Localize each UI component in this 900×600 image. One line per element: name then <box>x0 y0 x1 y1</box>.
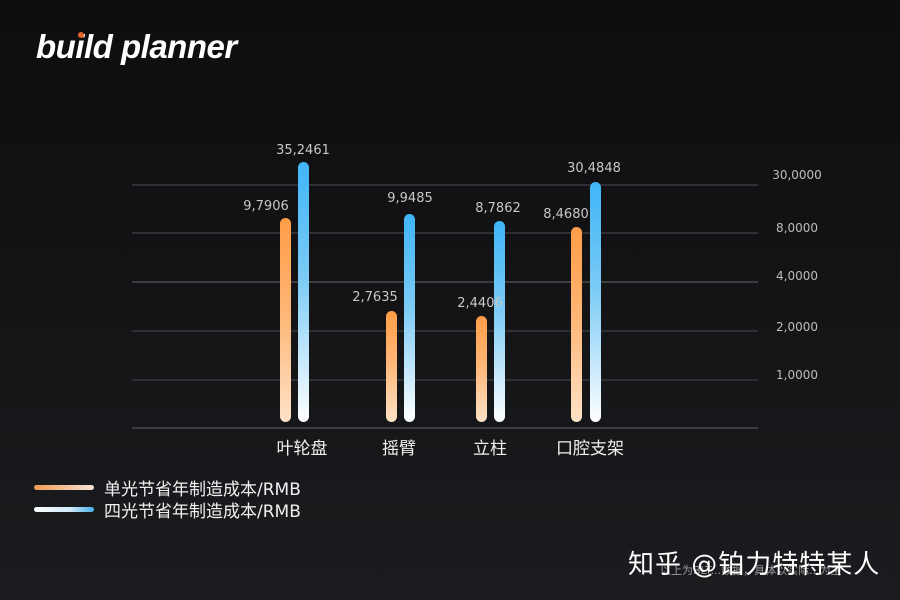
value-label: 9,7906 <box>243 199 289 214</box>
legend-swatch-blue <box>34 506 94 512</box>
bar-single-laser-column <box>476 316 487 422</box>
bar-single-laser-dental-framework <box>571 227 582 422</box>
y-tick-label: 8,0000 <box>776 221 818 235</box>
bar-single-laser-impeller <box>280 218 291 422</box>
chart-legend: 单光节省年制造成本/RMB 四光节省年制造成本/RMB <box>34 476 301 522</box>
value-label: 2,7635 <box>352 290 398 305</box>
y-tick-label: 30,0000 <box>772 168 822 182</box>
gridline <box>132 184 758 186</box>
legend-item-quad-laser: 四光节省年制造成本/RMB <box>34 498 301 522</box>
value-label: 30,4848 <box>567 161 621 176</box>
logo-text-part: ld planner <box>84 28 237 65</box>
bar-quad-laser-impeller <box>298 162 309 422</box>
gridline <box>132 281 758 283</box>
category-label: 口腔支架 <box>556 439 624 459</box>
value-label: 9,9485 <box>387 191 433 206</box>
build-planner-logo: build planner <box>36 28 237 66</box>
value-label: 8,7862 <box>475 201 521 216</box>
value-label: 2,4406 <box>457 296 503 311</box>
category-label: 叶轮盘 <box>276 439 328 459</box>
category-label: 立柱 <box>473 439 507 459</box>
value-label: 8,4680 <box>543 207 589 222</box>
y-tick-label: 4,0000 <box>776 269 818 283</box>
legend-label: 单光节省年制造成本/RMB <box>104 479 301 500</box>
bar-quad-laser-dental-framework <box>590 182 601 422</box>
gridline <box>132 330 758 332</box>
value-label: 35,2461 <box>276 143 330 158</box>
category-label: 摇臂 <box>382 439 416 459</box>
logo-text-part: bu <box>36 28 76 65</box>
baseline <box>132 427 758 429</box>
y-tick-label: 1,0000 <box>776 368 818 382</box>
gridline <box>132 232 758 234</box>
zhihu-watermark: 知乎 @铂力特特某人 <box>628 550 881 580</box>
bar-quad-laser-column <box>494 221 505 422</box>
y-tick-label: 2,0000 <box>776 320 818 334</box>
bar-single-laser-rocker-arm <box>386 311 397 422</box>
legend-item-single-laser: 单光节省年制造成本/RMB <box>34 476 301 500</box>
bar-quad-laser-rocker-arm <box>404 214 415 422</box>
legend-label: 四光节省年制造成本/RMB <box>104 501 301 522</box>
gridline <box>132 379 758 381</box>
legend-swatch-orange <box>34 484 94 490</box>
logo-i-with-orange-dot: i <box>75 28 84 65</box>
footnote: 以上为BLT...数据，具体以实际...为主 <box>660 564 842 577</box>
